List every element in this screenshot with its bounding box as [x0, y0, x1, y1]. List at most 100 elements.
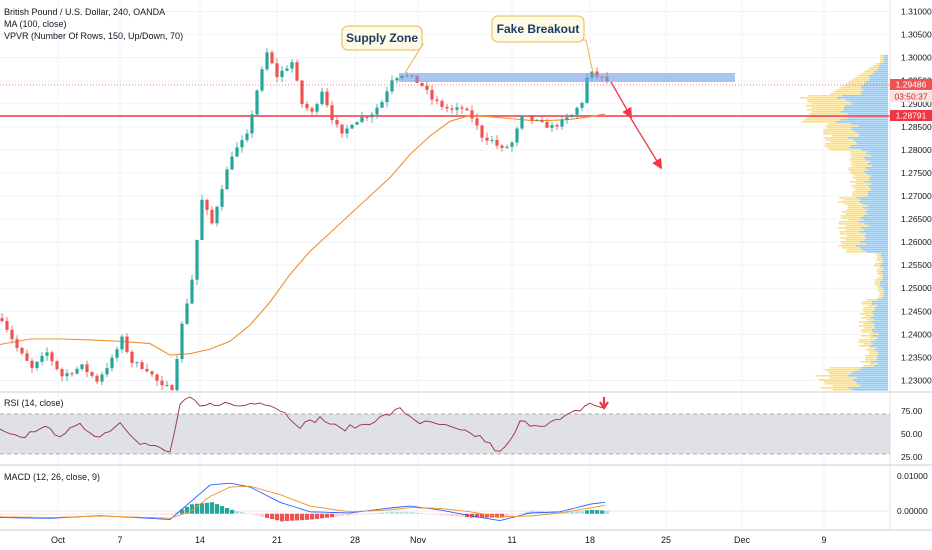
- macd-bar: [200, 503, 205, 514]
- macd-bar: [250, 513, 255, 515]
- candle: [570, 114, 574, 118]
- candle: [460, 104, 464, 115]
- macd-bar: [40, 513, 45, 515]
- svg-text:50.00: 50.00: [901, 429, 923, 439]
- macd-bar: [455, 513, 460, 517]
- macd-bar: [365, 513, 370, 515]
- macd-bar: [85, 513, 90, 515]
- candle: [80, 364, 84, 371]
- candle: [365, 115, 369, 122]
- supply-zone-label: Supply Zone: [346, 31, 418, 45]
- vpvr-legend[interactable]: VPVR (Number Of Rows, 150, Up/Down, 70): [4, 31, 184, 41]
- macd-bar: [410, 512, 415, 514]
- candle: [575, 106, 579, 118]
- candle: [210, 206, 214, 225]
- candle: [125, 333, 129, 354]
- macd-legend[interactable]: MACD (12, 26, close, 9): [4, 472, 101, 482]
- price-tick-label: 1.24000: [901, 329, 932, 339]
- candle: [515, 126, 519, 147]
- time-tick-label: 18: [585, 535, 595, 545]
- time-axis[interactable]: Oct 7 14 21 28 Nov 11 18 25 Dec 9: [51, 535, 827, 545]
- macd-bar: [430, 513, 435, 515]
- macd-bar: [605, 510, 610, 514]
- macd-bar: [550, 511, 555, 514]
- price-tick-label: 1.30000: [901, 53, 932, 63]
- macd-bar: [25, 513, 30, 515]
- candle: [135, 361, 139, 368]
- candle: [190, 274, 194, 305]
- macd-bar: [15, 513, 20, 515]
- candle: [200, 194, 204, 240]
- candle: [45, 347, 49, 361]
- macd-bar: [245, 513, 250, 514]
- candle: [235, 142, 239, 157]
- macd-bar: [190, 504, 195, 514]
- price-tick-label: 1.28000: [901, 145, 932, 155]
- candle: [330, 100, 334, 125]
- candle: [295, 59, 299, 82]
- macd-bar: [0, 513, 5, 515]
- candle: [95, 373, 99, 385]
- rsi-legend[interactable]: RSI (14, close): [4, 398, 64, 408]
- candle: [230, 151, 234, 171]
- price-tick-label: 1.25500: [901, 260, 932, 270]
- macd-bar: [60, 513, 65, 515]
- macd-bar: [515, 513, 520, 515]
- candle: [10, 325, 14, 344]
- candle: [370, 111, 374, 123]
- macd-bar: [240, 512, 245, 514]
- ma-legend[interactable]: MA (100, close): [4, 19, 67, 29]
- macd-bar: [140, 513, 145, 515]
- candle: [115, 346, 119, 362]
- price-tick-label: 1.23500: [901, 352, 932, 362]
- candle: [285, 64, 289, 72]
- candle: [5, 316, 9, 333]
- candle: [130, 349, 134, 368]
- candle: [0, 313, 4, 323]
- candle: [470, 105, 474, 123]
- projection-arrow-1[interactable]: [610, 81, 632, 119]
- candle: [195, 239, 199, 285]
- candle: [440, 98, 444, 110]
- macd-bar: [375, 512, 380, 514]
- macd-bar: [30, 513, 35, 515]
- price-tick-label: 1.27500: [901, 168, 932, 178]
- candle: [380, 99, 384, 108]
- macd-bar: [405, 512, 410, 514]
- time-tick-label: 28: [350, 535, 360, 545]
- candle: [425, 81, 429, 95]
- price-tick-label: 1.30500: [901, 30, 932, 40]
- candle: [435, 95, 439, 105]
- macd-bar: [520, 512, 525, 514]
- candle: [245, 129, 249, 143]
- macd-bar: [585, 510, 590, 514]
- macd-bar: [580, 510, 585, 514]
- candle: [290, 59, 294, 73]
- candle: [25, 349, 29, 362]
- candle: [120, 334, 124, 354]
- macd-bar: [75, 513, 80, 515]
- supply-zone-callout[interactable]: Supply Zone: [341, 25, 424, 74]
- macd-bar: [415, 512, 420, 514]
- macd-bar: [90, 513, 95, 515]
- candle: [110, 354, 114, 372]
- macd-bar: [80, 513, 85, 515]
- macd-bar: [310, 513, 315, 520]
- projection-arrow-2[interactable]: [629, 116, 663, 170]
- macd-bar: [35, 513, 40, 515]
- supply-zone-box[interactable]: [399, 73, 735, 82]
- candle: [145, 363, 149, 373]
- macd-bar: [65, 513, 70, 515]
- macd-bar: [55, 513, 60, 515]
- macd-bar: [10, 513, 15, 515]
- fake-breakout-callout[interactable]: Fake Breakout: [491, 15, 594, 74]
- svg-text:03:50:37: 03:50:37: [894, 92, 927, 102]
- candle: [250, 110, 254, 139]
- candle: [60, 367, 64, 382]
- candle: [70, 371, 74, 377]
- price-tick-label: 1.23000: [901, 375, 932, 385]
- macd-bar: [180, 509, 185, 514]
- price-tick-label: 1.31000: [901, 7, 932, 17]
- price-axis[interactable]: 1.310001.305001.300001.295001.290001.285…: [901, 7, 932, 386]
